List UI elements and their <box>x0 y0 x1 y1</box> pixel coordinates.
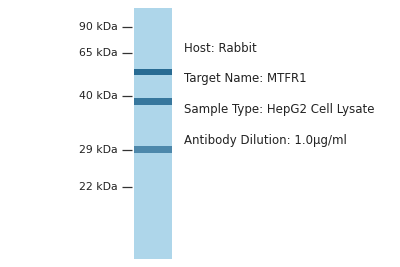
Text: 29 kDa: 29 kDa <box>79 144 118 155</box>
Text: 90 kDa: 90 kDa <box>79 22 118 32</box>
Text: Sample Type: HepG2 Cell Lysate: Sample Type: HepG2 Cell Lysate <box>184 103 374 116</box>
Text: Target Name: MTFR1: Target Name: MTFR1 <box>184 72 307 85</box>
Text: Antibody Dilution: 1.0µg/ml: Antibody Dilution: 1.0µg/ml <box>184 134 347 147</box>
Text: Host: Rabbit: Host: Rabbit <box>184 42 257 54</box>
Bar <box>134 146 172 153</box>
Text: 40 kDa: 40 kDa <box>79 91 118 101</box>
Bar <box>134 98 172 105</box>
Bar <box>134 8 172 259</box>
Text: 65 kDa: 65 kDa <box>79 48 118 58</box>
Bar <box>134 69 172 75</box>
Text: 22 kDa: 22 kDa <box>79 182 118 192</box>
